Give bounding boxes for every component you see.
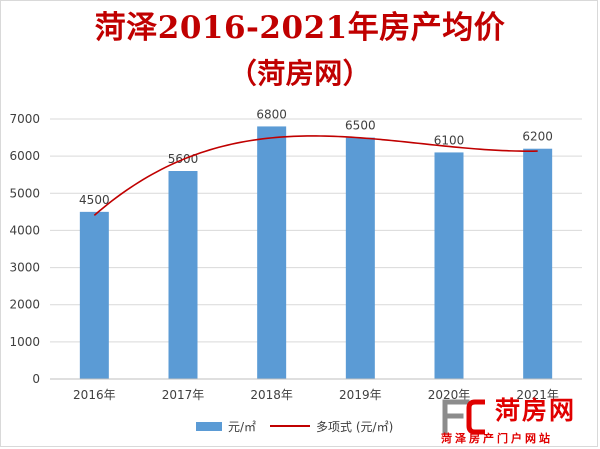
x-tick-label: 2018年 [250,388,293,402]
y-tick-label: 2000 [9,298,40,312]
data-label: 6500 [345,119,376,133]
data-label: 6200 [522,130,553,144]
watermark-logo: 菏房网 菏泽房产门户网站 [437,396,597,446]
chart-subtitle: （菏房网） [228,57,372,90]
trend-line [93,135,538,216]
y-tick-label: 5000 [9,186,40,200]
bar [523,148,553,379]
data-label: 4500 [79,193,110,207]
y-tick-label: 3000 [9,261,40,275]
logo-tagline: 菏泽房产门户网站 [441,432,553,445]
legend-bar-label: 元/㎡ [228,419,257,434]
y-tick-label: 4000 [9,223,40,237]
y-axis-tick-labels: 0 1000 2000 3000 4000 5000 6000 7000 [9,112,40,386]
legend-line-swatch [270,425,311,427]
x-tick-label: 2019年 [339,388,382,402]
x-tick-label: 2020年 [428,388,471,402]
data-label: 6800 [256,107,287,121]
legend: 元/㎡ 多项式 (元/㎡) [196,418,393,434]
logo-mark-icon [442,399,485,435]
y-tick-label: 0 [32,372,40,386]
legend-bar-swatch [196,421,222,431]
chart-title: 菏泽2016-2021年房产均价 [94,10,506,46]
y-tick-label: 6000 [9,149,40,163]
legend-line-label: 多项式 (元/㎡) [316,419,394,434]
bar [257,126,287,379]
y-tick-label: 7000 [9,112,40,126]
bar [168,171,198,379]
bar [79,211,109,379]
x-tick-label: 2017年 [162,388,205,402]
x-tick-label: 2021年 [516,388,559,402]
x-axis-tick-labels: 2016年 2017年 2018年 2019年 2020年 2021年 [73,388,559,402]
bar [345,137,375,379]
bars [79,126,553,379]
bar [434,152,464,379]
y-tick-label: 1000 [9,335,40,349]
gridlines [50,118,582,343]
data-label: 6100 [434,133,465,147]
logo-text: 菏房网 [495,396,577,425]
x-tick-label: 2016年 [73,388,116,402]
